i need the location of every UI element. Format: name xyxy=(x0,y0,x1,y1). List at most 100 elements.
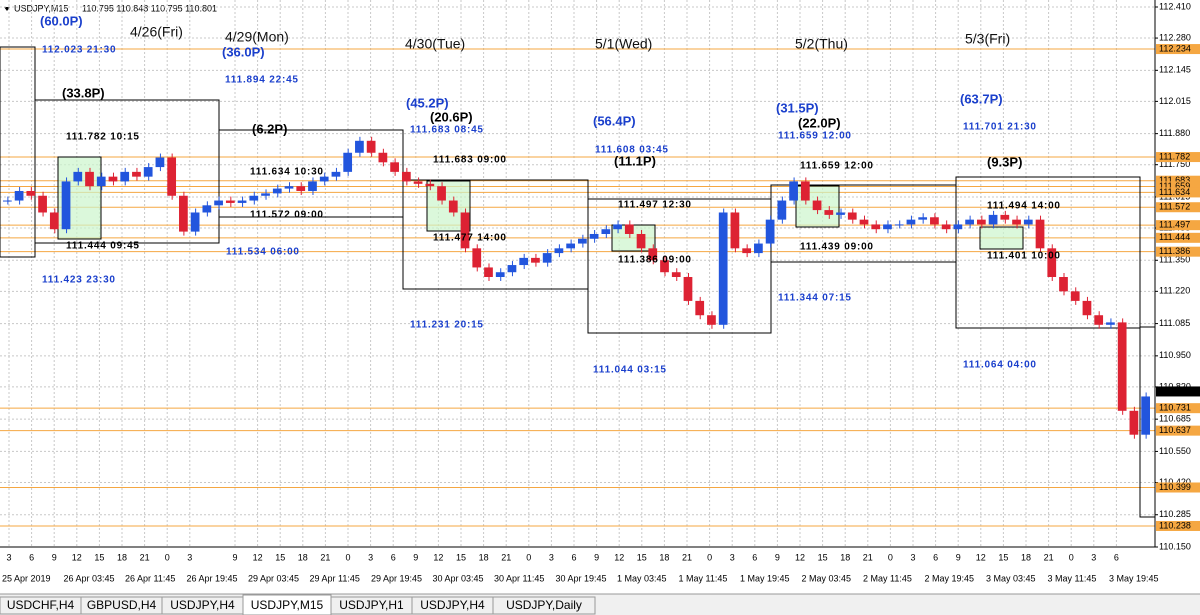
level-tag xyxy=(1156,175,1200,186)
hour-label: 21 xyxy=(140,552,150,562)
candle xyxy=(542,253,552,263)
candle xyxy=(1106,322,1115,325)
price-time-label: 111.683 09:00 xyxy=(433,155,507,166)
price-time-label: 111.659 12:00 xyxy=(800,161,874,172)
candle xyxy=(1129,410,1139,435)
candle xyxy=(167,157,177,196)
candle xyxy=(202,205,212,213)
level-tag xyxy=(1156,44,1200,55)
hour-label: 9 xyxy=(594,552,599,562)
candle xyxy=(366,140,376,153)
session-box xyxy=(979,226,1024,250)
level-label: 111.444 xyxy=(1159,232,1190,242)
level-label: 111.782 xyxy=(1159,151,1190,161)
candle xyxy=(1023,219,1033,225)
candle xyxy=(343,152,353,172)
range-label: (11.1P) xyxy=(614,153,656,168)
candle xyxy=(390,162,399,172)
tab[interactable] xyxy=(492,596,596,615)
candle xyxy=(648,248,658,261)
current-price: 110.801 xyxy=(1159,386,1191,396)
candle xyxy=(636,233,646,249)
range-label: (56.4P) xyxy=(593,113,636,128)
hour-label: 0 xyxy=(707,552,712,562)
date-label: 2 May 03:45 xyxy=(802,573,852,583)
candle xyxy=(96,176,106,187)
tab-label[interactable]: USDCHF,H4 xyxy=(7,598,75,612)
range-label: (60.0P) xyxy=(40,13,83,28)
candle xyxy=(965,219,974,225)
candle xyxy=(800,181,810,201)
hour-label: 12 xyxy=(795,552,805,562)
candle xyxy=(707,315,716,325)
hour-label: 9 xyxy=(956,552,961,562)
level-tag xyxy=(1156,482,1200,493)
candle xyxy=(448,200,458,213)
range-label: (6.2P) xyxy=(252,121,287,136)
candle xyxy=(566,243,575,249)
level-label: 111.572 xyxy=(1159,202,1190,212)
range-label: (45.2P) xyxy=(406,95,449,110)
range-label: (9.3P) xyxy=(987,154,1022,169)
candle xyxy=(836,212,845,215)
hour-label: 18 xyxy=(298,552,308,562)
tab-label[interactable]: USDJPY,Daily xyxy=(506,598,582,612)
date-label: 1 May 03:45 xyxy=(617,573,667,583)
tab-label[interactable]: GBPUSD,H4 xyxy=(87,598,157,612)
candle xyxy=(976,219,986,225)
candle xyxy=(237,200,247,203)
hour-label: 6 xyxy=(1114,552,1119,562)
hour-label: 15 xyxy=(275,552,285,562)
candle xyxy=(671,272,681,277)
candle xyxy=(883,224,892,230)
symbol: USDJPY,M15 xyxy=(14,3,68,13)
range-label: (20.6P) xyxy=(430,109,473,124)
candle xyxy=(472,248,482,268)
candle xyxy=(1059,277,1068,292)
price-time-label: 111.534 06:00 xyxy=(226,247,300,258)
day-label: 4/29(Mon) xyxy=(225,29,289,45)
hour-label: 0 xyxy=(1069,552,1074,562)
hour-label: 9 xyxy=(775,552,780,562)
price-label: 110.550 xyxy=(1159,446,1191,456)
tab-label[interactable]: USDJPY,H4 xyxy=(170,598,235,612)
hour-label: 18 xyxy=(659,552,669,562)
candle xyxy=(413,181,423,184)
level-label: 111.386 xyxy=(1159,246,1190,256)
hour-label: 21 xyxy=(1044,552,1054,562)
candle xyxy=(906,219,916,225)
tab-label[interactable]: USDJPY,H4 xyxy=(420,598,485,612)
tab-label[interactable]: USDJPY,M15 xyxy=(251,598,324,612)
level-tag xyxy=(1156,220,1200,231)
price-time-label: 111.444 09:45 xyxy=(66,241,140,252)
candle xyxy=(660,260,669,273)
level-label: 110.238 xyxy=(1159,520,1191,530)
candle xyxy=(601,229,611,234)
candle xyxy=(988,214,998,225)
range-box xyxy=(587,198,772,334)
price-time-label: 111.064 04:00 xyxy=(963,360,1037,371)
date-label: 29 Apr 19:45 xyxy=(371,573,422,583)
candle xyxy=(765,219,775,244)
date-label: 26 Apr 11:45 xyxy=(125,573,175,583)
tab-label[interactable]: USDJPY,H1 xyxy=(339,598,404,612)
level-label: 111.659 xyxy=(1159,181,1190,191)
candle xyxy=(49,212,59,230)
date-label: 2 May 11:45 xyxy=(863,573,912,583)
price-time-label: 112.023 21:30 xyxy=(42,45,116,56)
price-time-label: 111.572 09:00 xyxy=(250,210,324,221)
hour-label: 12 xyxy=(614,552,624,562)
level-tag xyxy=(1156,246,1200,257)
price-label: 111.220 xyxy=(1159,286,1190,296)
hour-label: 21 xyxy=(863,552,873,562)
price-label: 110.685 xyxy=(1159,414,1191,424)
level-label: 111.634 xyxy=(1159,187,1190,197)
candle xyxy=(437,186,446,201)
level-tag xyxy=(1156,152,1200,163)
level-label: 110.399 xyxy=(1159,482,1191,492)
candle xyxy=(225,200,235,203)
candle xyxy=(742,248,752,254)
candle xyxy=(1082,300,1092,316)
